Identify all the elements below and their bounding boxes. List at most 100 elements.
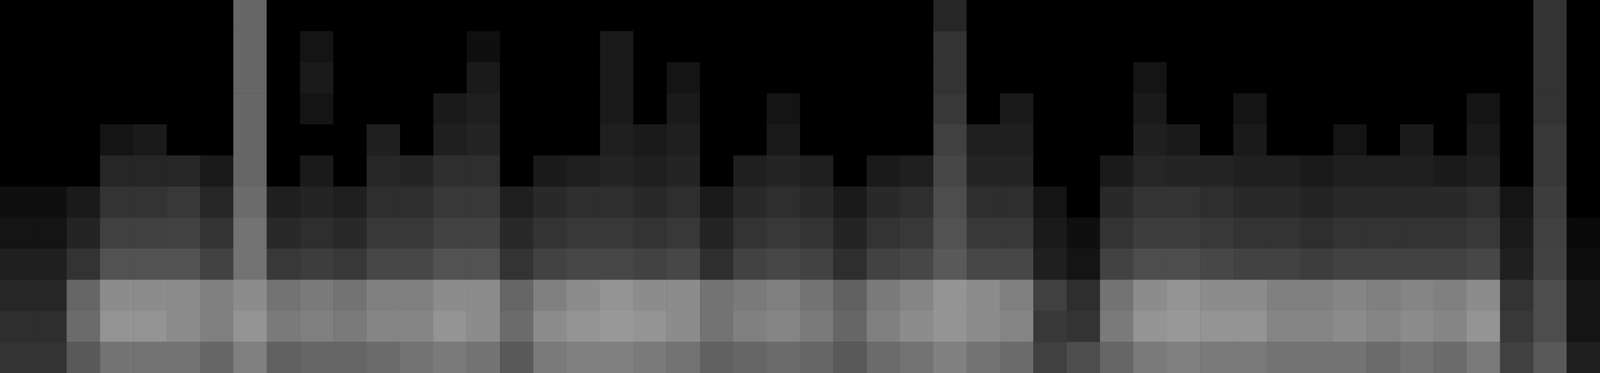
cell: [1199, 31, 1234, 63]
cell: [66, 31, 101, 63]
cell: [900, 124, 934, 156]
cell: [1133, 62, 1168, 94]
cell: [200, 311, 234, 343]
cell: [533, 31, 567, 63]
cell: [267, 186, 301, 219]
cell: [633, 280, 667, 312]
cell: [233, 31, 268, 63]
cell: [733, 0, 767, 32]
cell: [733, 93, 767, 125]
cell: [1033, 155, 1067, 187]
cell: [1566, 93, 1600, 125]
cell: [1566, 155, 1600, 187]
cell: [133, 155, 167, 187]
cell: [1100, 311, 1134, 343]
cell: [1033, 124, 1067, 156]
cell: [766, 280, 801, 312]
cell: [1566, 0, 1600, 32]
cell: [299, 280, 334, 312]
cell: [0, 155, 34, 187]
cell: [933, 93, 967, 125]
cell: [699, 93, 734, 125]
cell: [533, 0, 567, 32]
cell: [466, 93, 500, 125]
cell: [900, 311, 934, 343]
cell: [999, 311, 1034, 343]
cell: [1366, 155, 1400, 187]
cell: [1466, 62, 1501, 94]
cell: [933, 62, 967, 94]
cell: [1433, 62, 1467, 94]
cell: [1033, 311, 1067, 343]
cell: [0, 311, 34, 343]
cell: [33, 0, 67, 32]
cell: [1233, 0, 1267, 32]
cell: [1333, 280, 1368, 312]
cell: [1266, 0, 1301, 32]
cell: [600, 217, 634, 249]
cell: [166, 93, 201, 125]
cell: [566, 248, 601, 281]
cell: [1133, 93, 1168, 125]
cell: [1566, 341, 1600, 373]
cell: [800, 124, 834, 156]
cell: [566, 217, 601, 249]
cell: [1366, 31, 1400, 63]
cell: [699, 0, 734, 32]
cell: [999, 248, 1034, 281]
cell: [933, 186, 967, 219]
cell: [533, 248, 567, 281]
cell: [366, 311, 401, 343]
cell: [400, 311, 434, 343]
cell: [766, 155, 801, 187]
cell: [433, 62, 468, 94]
cell: [1433, 280, 1467, 312]
cell: [766, 217, 801, 249]
cell: [0, 124, 34, 156]
cell: [267, 248, 301, 281]
cell: [1399, 311, 1434, 343]
cell: [699, 311, 734, 343]
cell: [933, 124, 967, 156]
cell: [1300, 0, 1334, 32]
cell: [267, 62, 301, 94]
cell: [1300, 217, 1334, 249]
cell: [499, 0, 534, 32]
cell: [1500, 280, 1534, 312]
cell: [1566, 31, 1600, 63]
cell: [0, 248, 34, 281]
cell: [133, 62, 167, 94]
cell: [1433, 124, 1467, 156]
cell: [33, 186, 67, 219]
cell: [200, 341, 234, 373]
cell: [99, 0, 134, 32]
cell: [0, 341, 34, 373]
cell: [733, 280, 767, 312]
cell: [133, 93, 167, 125]
cell: [133, 280, 167, 312]
cell: [1399, 62, 1434, 94]
cell: [433, 155, 468, 187]
cell: [400, 341, 434, 373]
cell: [233, 186, 268, 219]
cell: [1533, 341, 1567, 373]
cell: [733, 186, 767, 219]
cell: [1166, 155, 1200, 187]
cell: [1399, 341, 1434, 373]
cell: [1199, 155, 1234, 187]
cell: [533, 186, 567, 219]
cell: [1199, 0, 1234, 32]
cell: [933, 311, 967, 343]
cell: [66, 93, 101, 125]
cell: [466, 186, 500, 219]
cell: [99, 311, 134, 343]
cell: [99, 186, 134, 219]
cell: [533, 341, 567, 373]
cell: [400, 62, 434, 94]
cell: [366, 31, 401, 63]
cell: [533, 311, 567, 343]
cell: [1533, 0, 1567, 32]
cell: [1166, 0, 1200, 32]
cell: [566, 186, 601, 219]
cell: [1233, 341, 1267, 373]
